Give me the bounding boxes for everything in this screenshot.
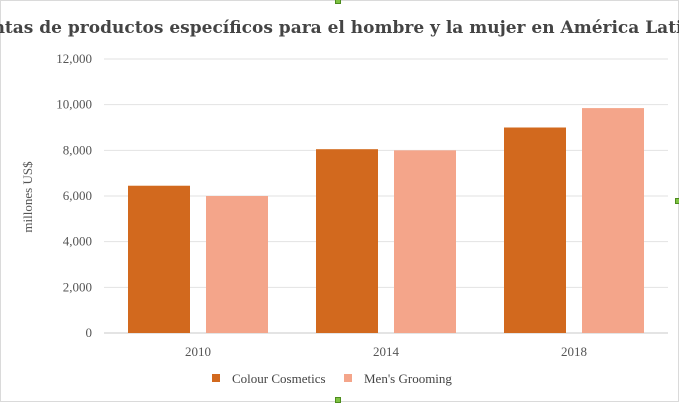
bar-colour-cosmetics-2014[interactable]: [316, 149, 378, 333]
legend-label: Colour Cosmetics: [232, 371, 326, 386]
resize-handle-right[interactable]: [675, 198, 679, 204]
bars: [128, 108, 644, 333]
y-tick-label: 8,000: [63, 142, 92, 157]
y-tick-labels: 0 2,000 4,000 6,000 8,000 10,000 12,000: [56, 51, 92, 340]
resize-handle-top[interactable]: [335, 0, 341, 4]
x-tick-label: 2018: [561, 344, 587, 359]
y-tick-label: 10,000: [56, 97, 92, 112]
resize-handle-bottom[interactable]: [335, 397, 341, 403]
legend-label: Men's Grooming: [364, 371, 452, 386]
y-axis-label: millones US$: [20, 161, 35, 233]
legend-swatch: [344, 374, 352, 382]
bar-mens-grooming-2014[interactable]: [394, 150, 456, 333]
y-tick-label: 4,000: [63, 234, 92, 249]
bar-mens-grooming-2018[interactable]: [582, 108, 644, 333]
y-tick-label: 2,000: [63, 279, 92, 294]
legend: Colour Cosmetics Men's Grooming: [212, 371, 452, 386]
y-tick-label: 0: [86, 325, 93, 340]
bar-colour-cosmetics-2010[interactable]: [128, 185, 190, 333]
legend-swatch: [212, 374, 220, 382]
x-tick-labels: 2010 2014 2018: [185, 344, 587, 359]
x-tick-label: 2014: [373, 344, 400, 359]
y-tick-label: 6,000: [63, 188, 92, 203]
x-tick-label: 2010: [185, 344, 211, 359]
y-tick-label: 12,000: [56, 51, 92, 66]
chart-title: Ventas de productos específicos para el …: [0, 18, 679, 38]
bar-colour-cosmetics-2018[interactable]: [504, 127, 566, 334]
bar-mens-grooming-2010[interactable]: [206, 196, 268, 333]
gridlines: [104, 58, 668, 334]
